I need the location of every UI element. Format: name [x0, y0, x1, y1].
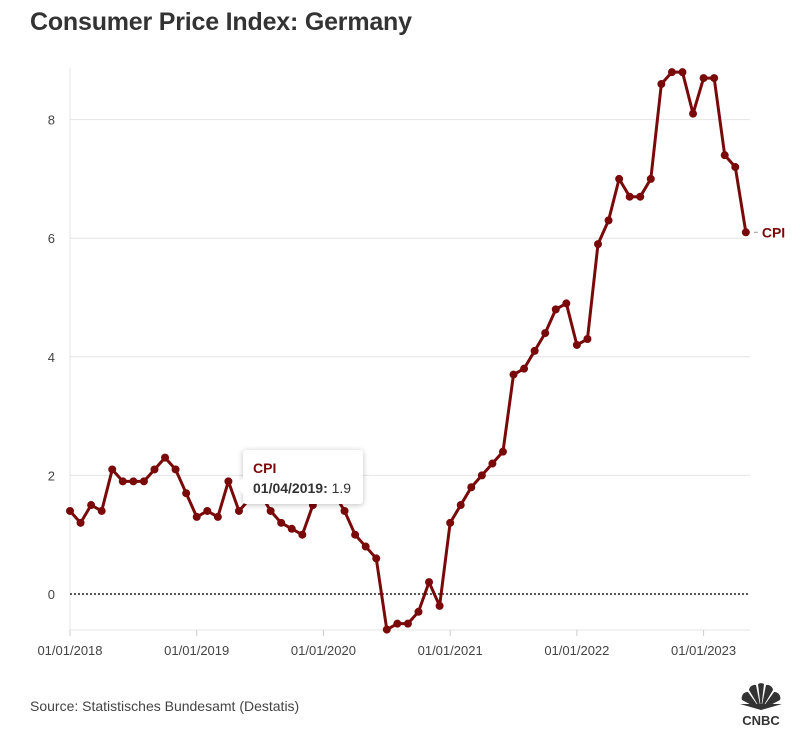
data-point: [509, 370, 518, 379]
data-point: [277, 518, 286, 527]
data-point: [372, 554, 381, 563]
data-point: [87, 501, 96, 510]
data-point: [488, 459, 497, 468]
data-point: [741, 228, 750, 237]
data-point: [456, 501, 465, 510]
data-point: [551, 305, 560, 314]
data-point: [530, 346, 539, 355]
data-point: [161, 453, 170, 462]
data-point: [224, 477, 233, 486]
y-tick-label: 0: [48, 587, 55, 602]
data-point: [583, 335, 592, 344]
series-line-cpi: [68, 70, 748, 632]
data-point: [435, 601, 444, 610]
data-point: [129, 477, 138, 486]
data-point: [699, 74, 708, 83]
data-point: [636, 192, 645, 201]
tooltip-series: CPI: [253, 460, 277, 476]
y-tick-label: 6: [48, 231, 55, 246]
data-point: [625, 192, 634, 201]
data-point: [234, 506, 243, 515]
data-point: [720, 151, 729, 160]
data-point: [150, 465, 159, 474]
line-chart: 0 2 4 6 8 01/01/2018 01/01/2019 01/01/2020 01/01…: [37, 68, 785, 658]
data-point: [66, 506, 74, 515]
data-point: [572, 340, 581, 349]
data-point: [657, 80, 666, 89]
data-point: [393, 619, 402, 628]
data-point: [520, 364, 529, 373]
data-point: [266, 506, 275, 515]
data-point: [361, 542, 370, 551]
x-tick-label: 01/01/2020: [291, 643, 356, 658]
data-point: [446, 518, 455, 527]
x-tick-label: 01/01/2022: [544, 643, 609, 658]
data-point: [604, 216, 613, 225]
data-point: [678, 68, 687, 77]
data-point: [467, 483, 476, 492]
data-point: [213, 512, 222, 521]
data-point: [382, 625, 391, 634]
data-point: [615, 174, 624, 183]
cnbc-peacock-logo: CNBC: [740, 683, 782, 728]
x-tick-label: 01/01/2018: [37, 643, 102, 658]
data-point: [182, 489, 191, 498]
tooltip: CPI 01/04/2019: 1.9: [234, 450, 364, 504]
data-point: [97, 506, 106, 515]
y-tick-label: 8: [48, 113, 55, 128]
data-point: [541, 329, 550, 338]
source-note: Source: Statistisches Bundesamt (Destati…: [30, 698, 300, 714]
data-point: [594, 240, 602, 249]
series-label: CPI: [762, 224, 785, 240]
chart-title: Consumer Price Index: Germany: [30, 8, 412, 36]
svg-text:CNBC: CNBC: [742, 713, 780, 728]
data-point: [731, 163, 740, 172]
data-point: [351, 530, 360, 539]
data-point: [689, 109, 698, 118]
data-point: [562, 299, 571, 308]
data-point: [477, 471, 486, 480]
data-point: [710, 74, 719, 83]
data-point: [287, 524, 296, 533]
data-point: [425, 578, 434, 587]
tooltip-date: 01/04/2019:: [253, 480, 328, 496]
data-point: [340, 506, 349, 515]
data-point: [403, 619, 412, 628]
data-point: [118, 477, 127, 486]
y-tick-label: 4: [48, 350, 55, 365]
data-point: [667, 68, 676, 77]
x-tick-label: 01/01/2019: [164, 643, 229, 658]
data-point: [414, 607, 423, 616]
tooltip-value: 1.9: [331, 480, 352, 496]
data-point: [171, 465, 180, 474]
data-point: [646, 174, 655, 183]
data-point: [192, 512, 201, 521]
x-tick-label: 01/01/2021: [418, 643, 483, 658]
data-point: [203, 506, 212, 515]
y-tick-label: 2: [48, 468, 55, 483]
data-point: [108, 465, 117, 474]
data-point: [139, 477, 148, 486]
x-tick-label: 01/01/2023: [671, 643, 736, 658]
data-point: [76, 518, 85, 527]
data-point: [298, 530, 307, 539]
data-point: [498, 447, 507, 456]
